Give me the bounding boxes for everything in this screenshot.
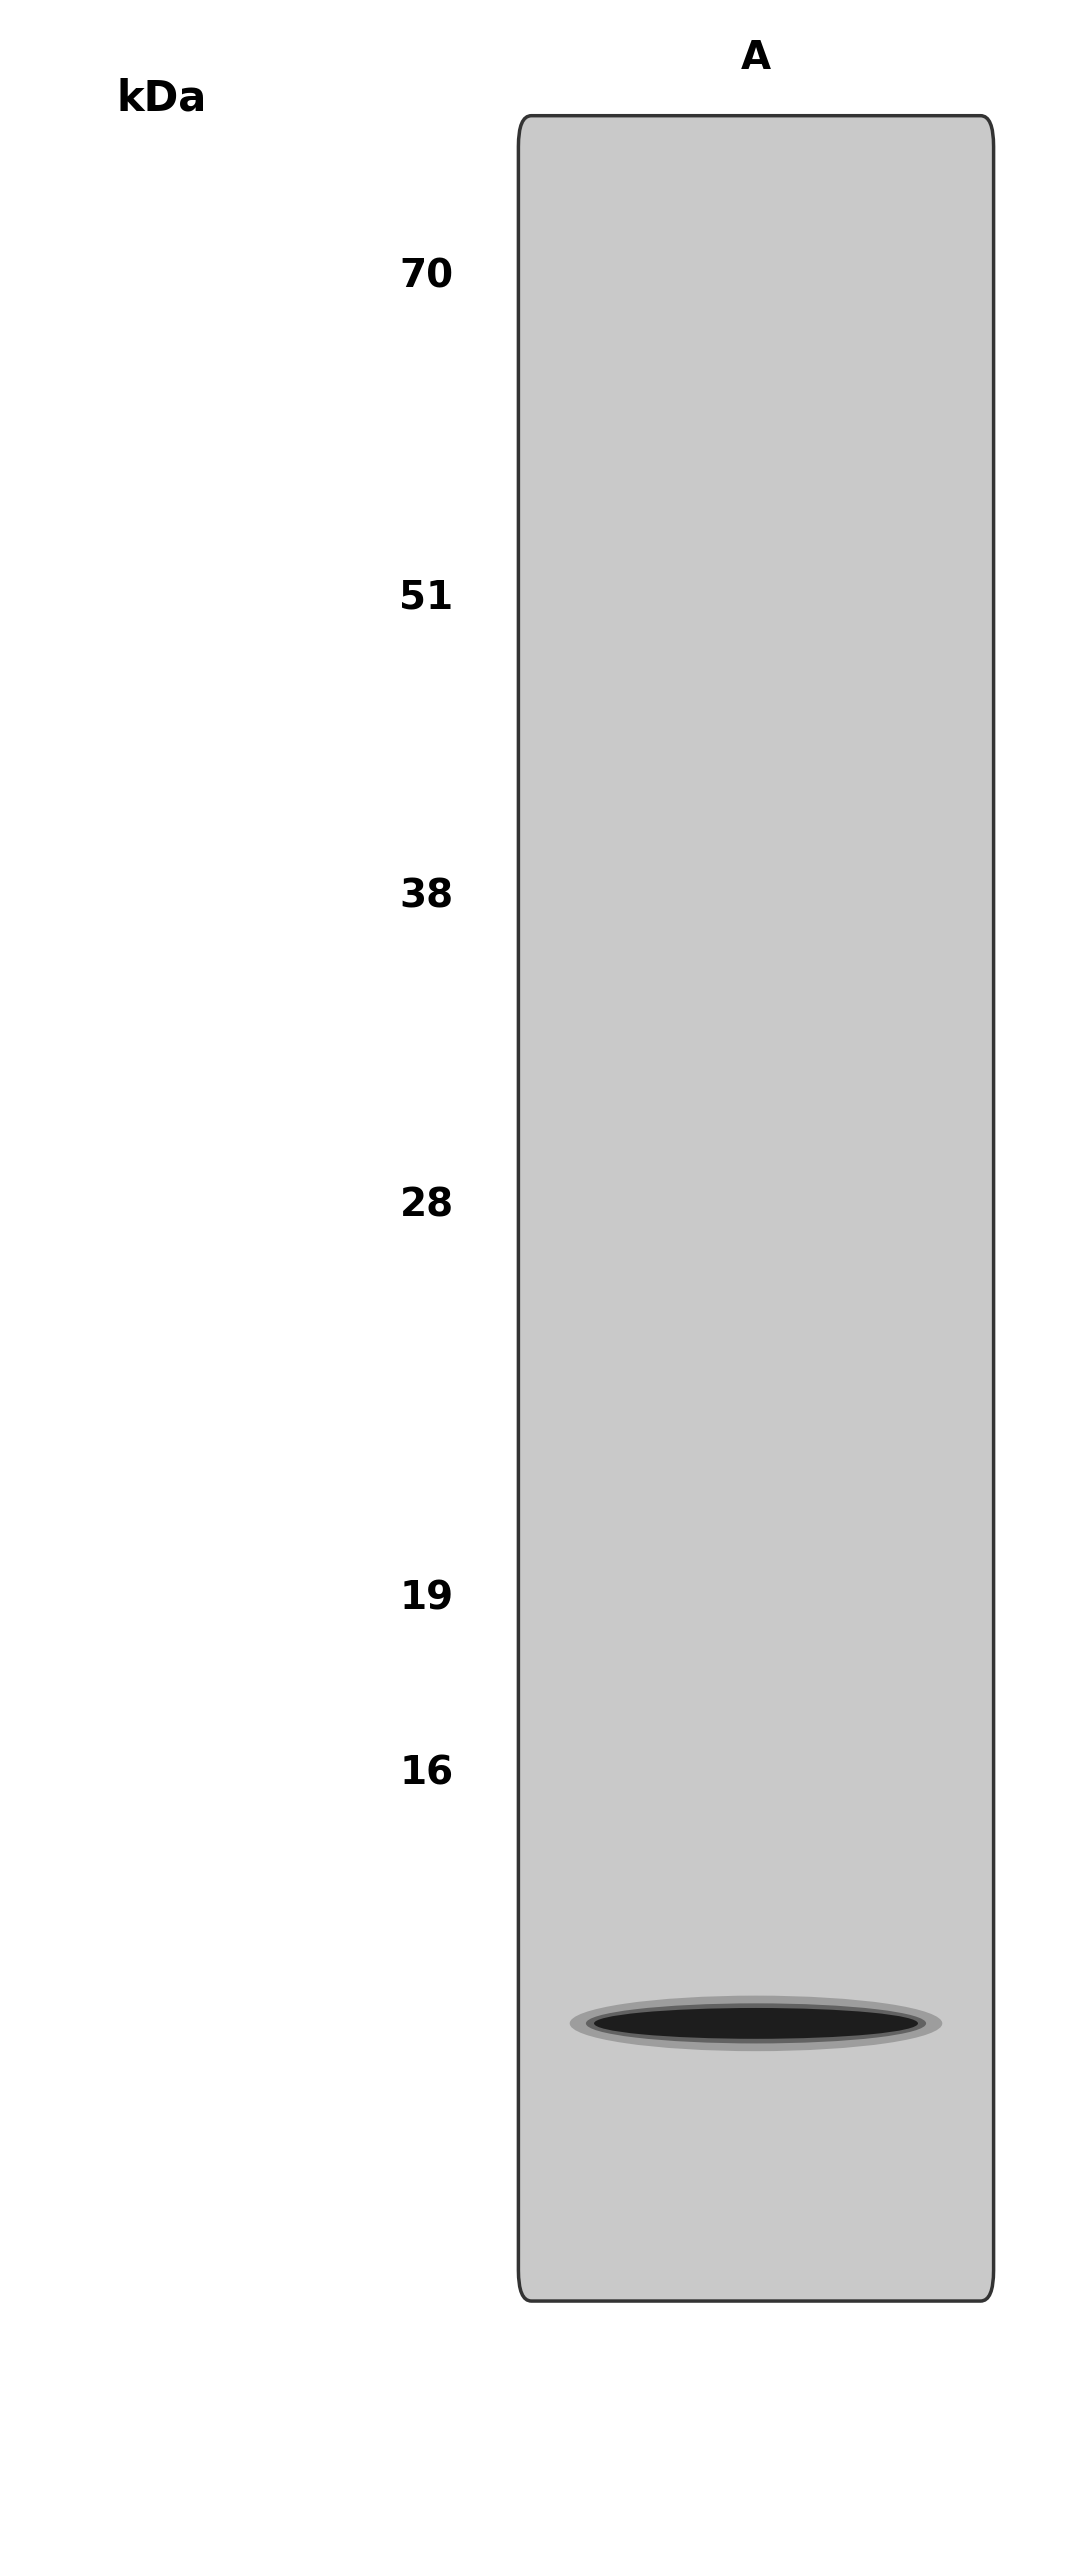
Ellipse shape (585, 2003, 927, 2044)
Text: 28: 28 (400, 1188, 454, 1224)
Text: kDa: kDa (117, 77, 207, 118)
FancyBboxPatch shape (518, 116, 994, 2301)
Text: A: A (741, 39, 771, 77)
Text: 16: 16 (400, 1753, 454, 1792)
Text: 19: 19 (400, 1581, 454, 1617)
Text: 70: 70 (400, 257, 454, 296)
Ellipse shape (594, 2008, 918, 2039)
Ellipse shape (570, 1995, 942, 2052)
Text: 51: 51 (400, 578, 454, 617)
Text: 38: 38 (400, 877, 454, 915)
